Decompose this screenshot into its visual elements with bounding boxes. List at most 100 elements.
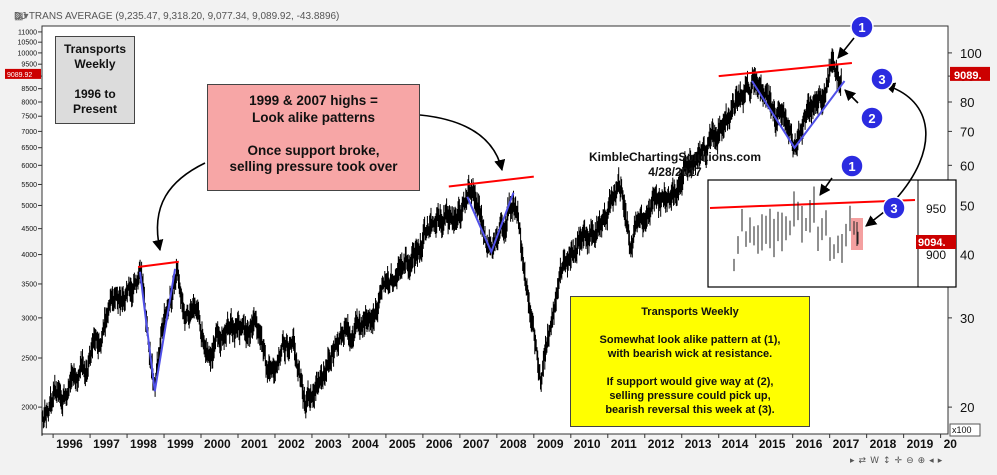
scroll-left-icon[interactable]: ⊕ xyxy=(917,456,926,466)
left-tick-label: 7500 xyxy=(21,114,37,121)
x-tick-label: 2005 xyxy=(389,437,416,451)
multiplier-box xyxy=(949,423,981,437)
arrow-marker-2 xyxy=(844,89,859,104)
left-tick-label: 3500 xyxy=(21,281,37,288)
x-tick-label: 2001 xyxy=(241,437,268,451)
marker-2-main-label: 2 xyxy=(868,111,875,126)
x-tick-label: 2017 xyxy=(833,437,860,451)
info-box-yellow-line: bearish reversal this week at (3). xyxy=(605,404,775,416)
left-tick-label: 8000 xyxy=(21,100,37,107)
price-series xyxy=(41,48,842,436)
x-tick-label: 2002 xyxy=(278,437,305,451)
info-box-top-left-line: Transports xyxy=(63,42,126,56)
info-box-top-left-line xyxy=(56,72,134,87)
watermark-line: KimbleChartingSolutions.com xyxy=(588,150,761,164)
inset-panel xyxy=(707,179,957,288)
right-tick-label: 20 xyxy=(960,400,974,415)
watermark: KimbleChartingSolutions.com 4/28/2017 xyxy=(575,150,775,180)
marker-1-inset-label: 1 xyxy=(848,159,855,174)
left-tick-label: 4000 xyxy=(21,252,37,259)
x-tick-label: 2006 xyxy=(426,437,453,451)
left-tick-label: 10500 xyxy=(18,40,38,47)
left-tick-label: 5000 xyxy=(21,203,37,210)
left-tick-label: 8500 xyxy=(21,86,37,93)
resistance-line xyxy=(137,260,179,268)
multiplier-label: x100 xyxy=(952,425,972,435)
arrow-inset-to-main xyxy=(883,82,927,201)
left-price-tag xyxy=(5,68,41,79)
left-tick-label: 7000 xyxy=(21,129,37,136)
left-tick-label: 5500 xyxy=(21,182,37,189)
info-box-top-left-line: Weekly xyxy=(74,57,116,71)
stop-icon[interactable]: ▸ xyxy=(937,456,943,466)
right-tick-label: 70 xyxy=(960,124,974,139)
inset-price-label: 9094. xyxy=(918,237,946,249)
zoom-out-icon[interactable]: ✛ xyxy=(894,456,903,466)
marker-1-main-circle xyxy=(850,15,874,39)
left-tick-label: 3000 xyxy=(21,315,37,322)
scroll-right-icon[interactable]: ◂ xyxy=(929,456,934,466)
pattern-line xyxy=(466,192,515,255)
w-icon[interactable]: ⇄ xyxy=(858,456,867,466)
marker-3-inset-label: 3 xyxy=(890,201,897,216)
info-box-yellow-line: Somewhat look alike pattern at (1), xyxy=(599,334,781,346)
info-box-pink-line: Once support broke, xyxy=(247,142,380,158)
scroll-icon[interactable]: ▸ xyxy=(850,456,855,466)
x-tick-label: 1998 xyxy=(130,437,157,451)
window-menu-icon[interactable]: ▩▾ xyxy=(14,11,29,22)
info-box-yellow-line: selling pressure could pick up, xyxy=(609,390,771,402)
x-tick-label: 2012 xyxy=(648,437,675,451)
info-box-pink-line: 1999 & 2007 highs = xyxy=(249,93,378,108)
right-tick-label: 50 xyxy=(960,198,974,213)
inset-bars xyxy=(733,186,859,272)
marker-3-main-label: 3 xyxy=(878,72,885,87)
info-box-pink-line: Look alike patterns xyxy=(251,109,376,125)
marker-3-inset-circle xyxy=(882,196,906,220)
info-box-yellow-line xyxy=(571,361,809,375)
marker-2-main-circle xyxy=(860,106,884,130)
left-tick-label: 6500 xyxy=(21,145,37,152)
right-price-label: 9089. xyxy=(954,70,982,82)
x-tick-label: 2016 xyxy=(796,437,823,451)
pattern-line xyxy=(139,268,177,392)
inset-resistance-line xyxy=(709,199,916,209)
zoom-in-icon[interactable]: ⊖ xyxy=(906,456,914,466)
info-box-yellow: Transports Weekly Somewhat look alike pa… xyxy=(570,296,810,427)
right-tick-label: 40 xyxy=(960,248,974,263)
info-box-top-left-line: 1996 to xyxy=(74,87,116,101)
info-box-yellow-line xyxy=(571,319,809,333)
left-tick-label: 10000 xyxy=(18,50,38,57)
right-tick-label: 80 xyxy=(960,95,974,110)
arrow-to-2007 xyxy=(419,114,506,172)
x-tick-label: 2011 xyxy=(611,437,637,451)
status-toolbar: ▸ ⇄ W ↕ ✛ ⊖ ⊕ ◂ ▸ xyxy=(850,455,982,467)
left-tick-label: 2500 xyxy=(21,356,37,363)
x-tick-label: 2003 xyxy=(315,437,342,451)
x-tick-label: 2013 xyxy=(685,437,712,451)
x-tick-label: 2009 xyxy=(537,437,564,451)
x-tick-label: 1997 xyxy=(93,437,120,451)
cursor-icon[interactable]: W xyxy=(870,456,879,466)
left-tick-label: 11000 xyxy=(18,29,37,36)
arrow-marker-1 xyxy=(837,37,855,59)
x-tick-label: 1996 xyxy=(56,437,83,451)
x-tick-label: 2004 xyxy=(352,437,379,451)
info-box-pink: 1999 & 2007 highs = Look alike patterns O… xyxy=(207,84,420,191)
info-box-pink-line xyxy=(208,126,419,143)
resistance-line xyxy=(448,175,534,188)
info-box-yellow-line: with bearish wick at resistance. xyxy=(607,348,773,360)
left-tick-label: 4500 xyxy=(21,226,37,233)
right-tick-label: 30 xyxy=(960,311,974,326)
chart-header: DJ TRANS AVERAGE (9,235.47, 9,318.20, 9,… xyxy=(10,10,970,24)
arrow-inset-3 xyxy=(865,211,885,227)
info-box-top-left: Transports Weekly 1996 to Present xyxy=(55,36,135,124)
arrow-inset-1 xyxy=(819,177,833,196)
crosshair-icon[interactable]: ↕ xyxy=(882,456,891,466)
x-tick-label: 2015 xyxy=(759,437,786,451)
left-tick-label: 9500 xyxy=(21,62,37,69)
resistance-line xyxy=(718,62,852,78)
x-tick-label: 2000 xyxy=(204,437,231,451)
x-tick-label: 1999 xyxy=(167,437,194,451)
